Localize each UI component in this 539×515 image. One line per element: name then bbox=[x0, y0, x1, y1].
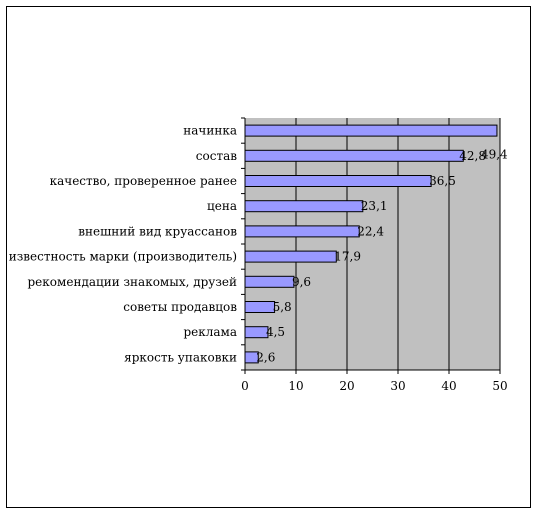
bar bbox=[244, 225, 360, 238]
data-label: 2,6 bbox=[256, 350, 275, 364]
category-labels: начинка состав качество, проверенное ранее… bbox=[9, 124, 237, 365]
bar bbox=[244, 301, 276, 313]
x-tick-label: 10 bbox=[288, 379, 303, 393]
category-label: состав bbox=[196, 149, 237, 163]
bar bbox=[244, 326, 269, 339]
x-tick-label: 40 bbox=[441, 379, 456, 393]
data-label: 42,8 bbox=[459, 149, 486, 163]
data-label: 5,8 bbox=[273, 300, 292, 314]
data-label: 36,5 bbox=[429, 174, 456, 188]
data-label: 17,9 bbox=[334, 250, 361, 264]
category-label: внешний вид круассанов bbox=[78, 224, 237, 238]
x-tick-label: 0 bbox=[241, 379, 249, 393]
category-label: начинка bbox=[183, 124, 237, 138]
data-labels: 49,442,836,5 23,1 22,4 17,9 9,65,8 4,5 2,6 bbox=[256, 148, 508, 365]
category-label: реклама bbox=[183, 325, 237, 339]
bar bbox=[244, 124, 498, 137]
data-label: 4,5 bbox=[266, 325, 285, 339]
bar bbox=[244, 149, 464, 162]
category-label: качество, проверенное ранее bbox=[50, 174, 237, 188]
category-label: советы продавцов bbox=[123, 300, 237, 314]
category-label: известность марки (производитель) bbox=[9, 250, 237, 264]
axes bbox=[241, 117, 501, 374]
x-tick-label: 30 bbox=[390, 379, 405, 393]
x-tick-label: 20 bbox=[339, 379, 354, 393]
data-label: 49,4 bbox=[481, 148, 508, 162]
bar bbox=[244, 200, 364, 213]
data-label: 22,4 bbox=[357, 224, 384, 238]
bar bbox=[244, 175, 432, 187]
data-label: 23,1 bbox=[361, 199, 388, 213]
x-tick-labels: 0 10 20 30 40 50 bbox=[241, 379, 507, 393]
bar bbox=[244, 275, 295, 288]
category-label: рекомендации знакомых, друзей bbox=[28, 275, 238, 289]
category-label: цена bbox=[207, 199, 237, 213]
bar bbox=[244, 250, 337, 263]
category-label: яркость упаковки bbox=[124, 350, 237, 364]
x-tick-label: 50 bbox=[492, 379, 507, 393]
data-label: 9,6 bbox=[292, 275, 311, 289]
